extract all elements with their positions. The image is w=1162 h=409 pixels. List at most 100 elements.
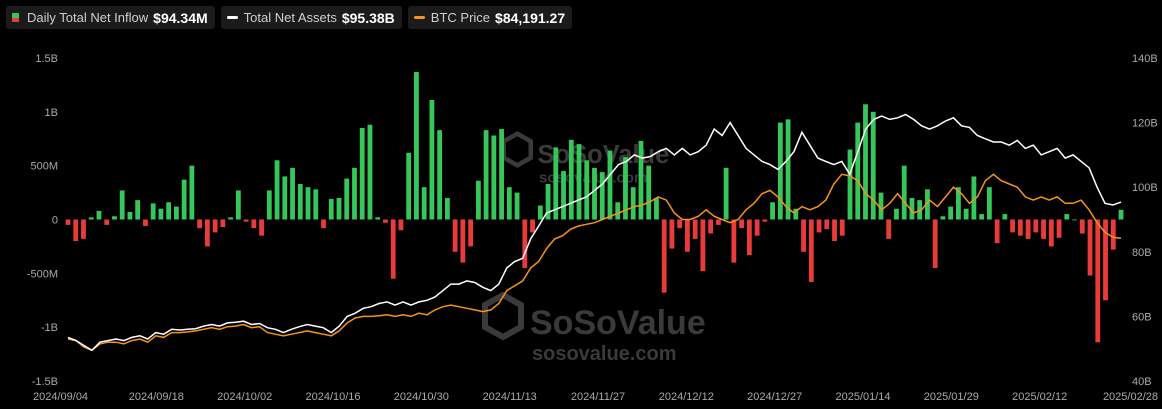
inflow-bar[interactable] xyxy=(700,219,706,272)
inflow-bar[interactable] xyxy=(646,165,652,220)
inflow-bar[interactable] xyxy=(971,176,977,220)
inflow-bar[interactable] xyxy=(174,206,179,220)
inflow-bar[interactable] xyxy=(863,104,868,220)
inflow-bar[interactable] xyxy=(801,219,806,252)
inflow-bar[interactable] xyxy=(468,219,474,247)
inflow-bar[interactable] xyxy=(1017,219,1023,236)
inflow-bar[interactable] xyxy=(475,180,481,220)
inflow-bar[interactable] xyxy=(1056,219,1062,238)
inflow-bar[interactable] xyxy=(1103,219,1108,301)
inflow-bar[interactable] xyxy=(1095,219,1101,343)
inflow-bar[interactable] xyxy=(739,219,745,229)
inflow-bar[interactable] xyxy=(305,187,311,220)
inflow-bar[interactable] xyxy=(367,124,373,220)
inflow-bar[interactable] xyxy=(925,189,930,220)
inflow-bar[interactable] xyxy=(1041,219,1046,239)
inflow-bar[interactable] xyxy=(553,147,559,220)
inflow-bar[interactable] xyxy=(313,189,319,220)
inflow-bar[interactable] xyxy=(948,206,954,220)
inflow-bar[interactable] xyxy=(352,167,357,220)
inflow-bar[interactable] xyxy=(638,140,644,220)
inflow-bar[interactable] xyxy=(483,130,489,220)
inflow-bar[interactable] xyxy=(537,205,543,220)
inflow-bar[interactable] xyxy=(251,219,257,229)
inflow-bar[interactable] xyxy=(143,219,148,226)
inflow-bar[interactable] xyxy=(785,119,791,220)
inflow-bar[interactable] xyxy=(274,160,280,220)
legend-item-total-net-assets[interactable]: Total Net Assets $95.38B xyxy=(220,6,402,29)
inflow-bar[interactable] xyxy=(228,217,233,220)
inflow-bar[interactable] xyxy=(623,157,628,220)
inflow-bar[interactable] xyxy=(452,219,458,252)
inflow-bar[interactable] xyxy=(1087,219,1093,276)
inflow-bar[interactable] xyxy=(235,190,241,220)
inflow-bar[interactable] xyxy=(940,216,946,220)
inflow-bar[interactable] xyxy=(166,202,172,220)
inflow-bar[interactable] xyxy=(359,127,365,220)
inflow-bar[interactable] xyxy=(986,187,992,220)
inflow-bar[interactable] xyxy=(81,219,86,239)
inflow-bar[interactable] xyxy=(839,219,845,236)
inflow-bar[interactable] xyxy=(491,135,497,220)
inflow-bar[interactable] xyxy=(444,197,450,220)
inflow-bar[interactable] xyxy=(212,219,218,233)
inflow-bar[interactable] xyxy=(607,150,613,220)
legend-item-net-inflow[interactable]: Daily Total Net Inflow $94.34M xyxy=(6,6,215,29)
inflow-bar[interactable] xyxy=(127,211,133,220)
inflow-bar[interactable] xyxy=(956,187,961,220)
inflow-bar[interactable] xyxy=(88,217,94,220)
inflow-bar[interactable] xyxy=(181,179,187,220)
inflow-bar[interactable] xyxy=(204,219,210,247)
inflow-bar[interactable] xyxy=(197,219,203,229)
inflow-bar[interactable] xyxy=(414,72,419,220)
inflow-bar[interactable] xyxy=(592,167,597,220)
inflow-bar[interactable] xyxy=(506,187,512,220)
inflow-bar[interactable] xyxy=(73,219,79,242)
inflow-bar[interactable] xyxy=(685,219,690,252)
inflow-bar[interactable] xyxy=(243,219,249,222)
inflow-bar[interactable] xyxy=(708,219,714,234)
inflow-bar[interactable] xyxy=(406,152,412,220)
inflow-bar[interactable] xyxy=(762,219,768,222)
inflow-bar[interactable] xyxy=(530,219,535,233)
inflow-bar[interactable] xyxy=(336,197,342,220)
inflow-bar[interactable] xyxy=(1033,219,1039,233)
inflow-bar[interactable] xyxy=(1079,219,1085,234)
inflow-bar[interactable] xyxy=(1110,219,1116,250)
inflow-bar[interactable] xyxy=(189,165,195,220)
inflow-bar[interactable] xyxy=(1010,219,1015,233)
inflow-bar[interactable] xyxy=(816,219,822,233)
inflow-bar[interactable] xyxy=(886,219,892,239)
inflow-bar[interactable] xyxy=(1025,219,1031,239)
inflow-bar[interactable] xyxy=(770,202,775,220)
inflow-bar[interactable] xyxy=(437,130,443,220)
inflow-bar[interactable] xyxy=(731,219,737,263)
inflow-bar[interactable] xyxy=(1048,219,1054,247)
inflow-bar[interactable] xyxy=(963,208,969,220)
inflow-bar[interactable] xyxy=(878,192,884,220)
inflow-bar[interactable] xyxy=(290,167,295,220)
inflow-bar[interactable] xyxy=(909,197,915,220)
inflow-bar[interactable] xyxy=(793,208,799,220)
inflow-bar[interactable] xyxy=(104,219,110,225)
inflow-bar[interactable] xyxy=(65,219,71,225)
inflow-bar[interactable] xyxy=(901,165,907,220)
inflow-bar[interactable] xyxy=(1118,209,1124,220)
inflow-bar[interactable] xyxy=(723,167,729,220)
inflow-bar[interactable] xyxy=(398,219,404,231)
inflow-bar[interactable] xyxy=(870,111,876,220)
inflow-bar[interactable] xyxy=(832,219,837,242)
inflow-bar[interactable] xyxy=(390,219,396,279)
legend-item-btc-price[interactable]: BTC Price $84,191.27 xyxy=(407,6,573,29)
inflow-bar[interactable] xyxy=(282,176,288,220)
inflow-bar[interactable] xyxy=(421,187,427,220)
inflow-bar[interactable] xyxy=(328,199,334,220)
inflow-bar[interactable] xyxy=(808,219,814,282)
inflow-bar[interactable] xyxy=(522,219,528,268)
inflow-bar[interactable] xyxy=(584,160,590,220)
inflow-bar[interactable] xyxy=(932,219,938,268)
inflow-bar[interactable] xyxy=(746,219,752,256)
inflow-bar[interactable] xyxy=(460,219,466,263)
inflow-bar[interactable] xyxy=(979,214,985,220)
